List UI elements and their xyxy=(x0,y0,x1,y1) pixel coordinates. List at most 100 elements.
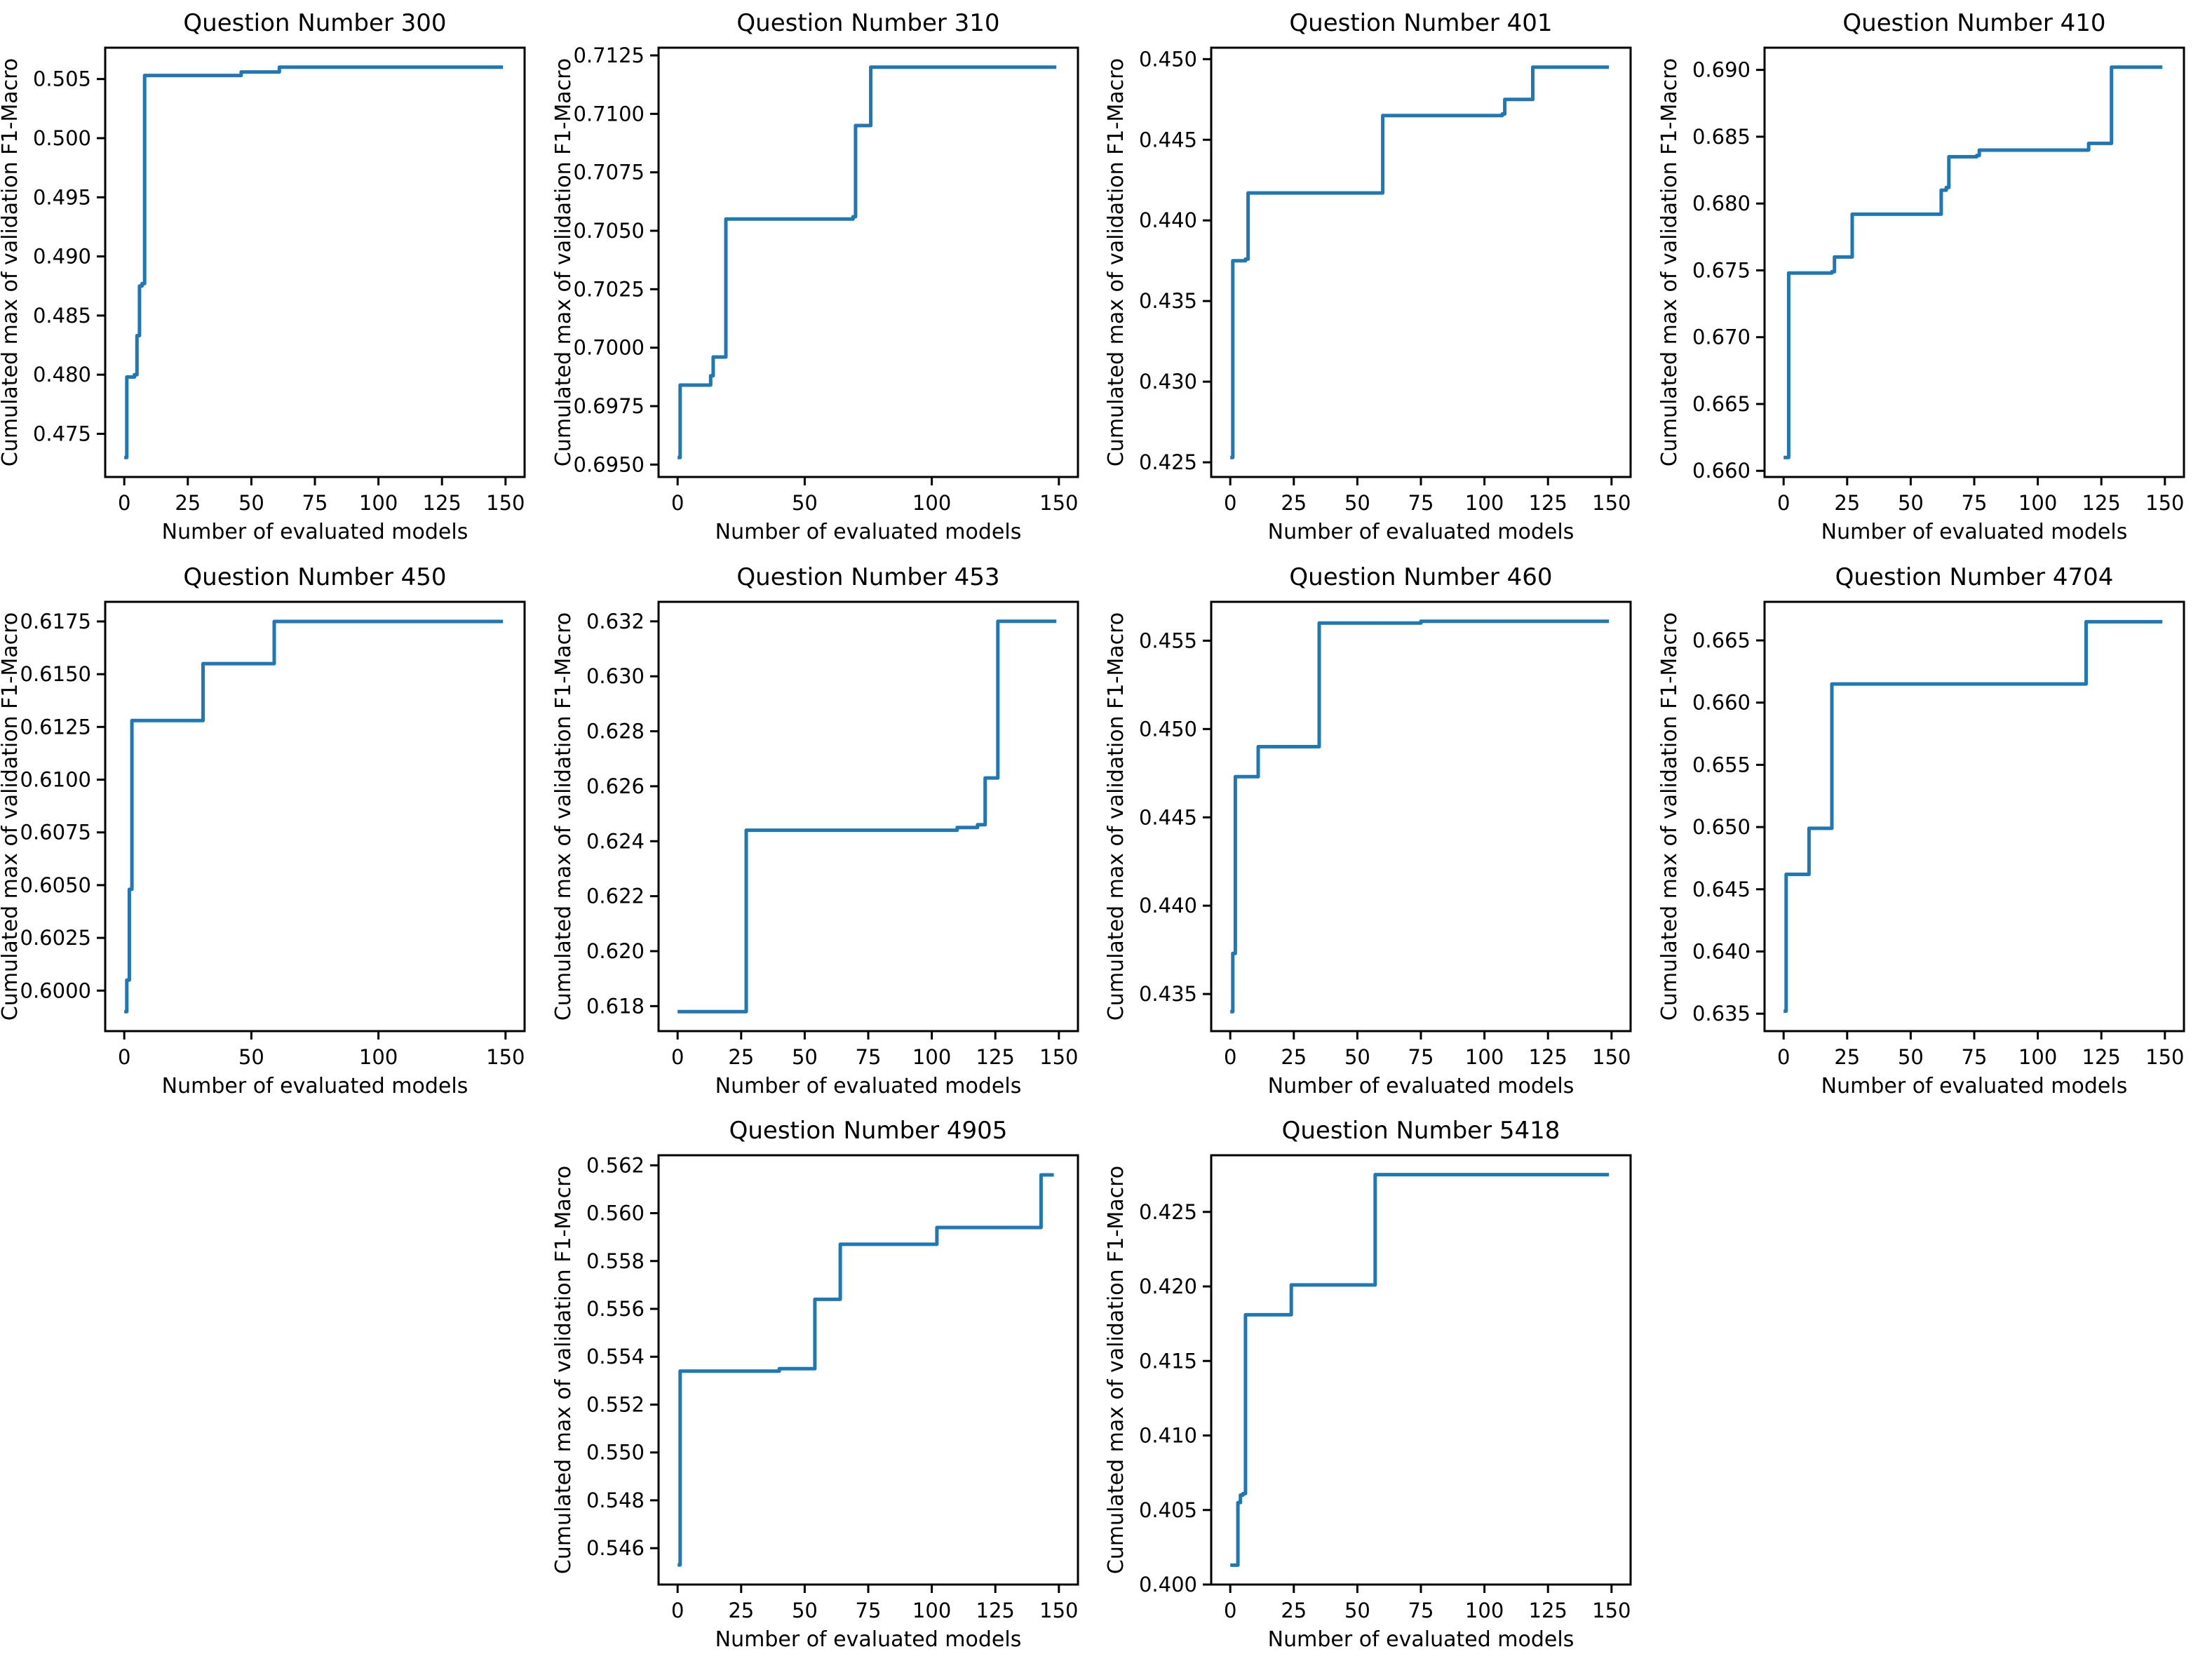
x-tick-label: 0 xyxy=(671,1045,684,1069)
x-axis-label: Number of evaluated models xyxy=(715,1627,1022,1652)
chart-title: Question Number 453 xyxy=(736,563,999,591)
y-tick-label: 0.680 xyxy=(1692,191,1751,215)
chart-q4704: Question Number 4704 0 25 50 75 100 125 150 0.63… xyxy=(1659,563,2185,1098)
x-tick-label: 100 xyxy=(912,1045,951,1069)
y-tick-label: 0.6100 xyxy=(20,768,91,792)
y-tick-label: 0.415 xyxy=(1139,1349,1197,1373)
chart-cell-q5418: Question Number 5418 0 25 50 75 100 125 150 0.40… xyxy=(1106,1108,1659,1661)
x-tick-label: 0 xyxy=(671,1599,684,1622)
chart-title: Question Number 410 xyxy=(1842,9,2105,37)
x-tick-label: 150 xyxy=(486,491,525,515)
chart-cell-q410: Question Number 410 0 25 50 75 100 125 150 0.660… xyxy=(1659,0,2212,553)
series-line xyxy=(1230,619,1610,1014)
y-tick-label: 0.6025 xyxy=(20,926,91,950)
chart-title: Question Number 450 xyxy=(183,563,446,591)
chart-q4905: Question Number 4905 0 25 50 75 100 125 150 0.54… xyxy=(553,1117,1079,1652)
series-line xyxy=(677,619,1057,1014)
chart-cell-q453: Question Number 453 0 25 50 75 100 125 150 0.618… xyxy=(553,554,1106,1108)
y-tick-label: 0.628 xyxy=(586,720,645,744)
x-tick-label: 125 xyxy=(1529,1045,1567,1069)
y-tick-label: 0.558 xyxy=(586,1249,645,1273)
x-tick-label: 75 xyxy=(1408,1045,1434,1069)
x-tick-label: 25 xyxy=(728,1599,754,1622)
x-tick-label: 150 xyxy=(1039,491,1078,515)
x-tick-label: 150 xyxy=(2145,1045,2184,1069)
x-tick-label: 75 xyxy=(302,491,328,515)
y-tick-label: 0.435 xyxy=(1139,982,1197,1006)
y-tick-label: 0.632 xyxy=(586,610,645,633)
axes-frame xyxy=(1210,600,1632,1033)
x-axis-label: Number of evaluated models xyxy=(1268,520,1574,544)
series-line xyxy=(677,1173,1054,1567)
x-tick-label: 125 xyxy=(1529,1599,1567,1622)
x-tick-label: 0 xyxy=(1224,1045,1236,1069)
x-tick-label: 75 xyxy=(1408,1599,1434,1622)
x-tick-label: 50 xyxy=(792,1599,818,1622)
y-tick-label: 0.6000 xyxy=(20,979,91,1002)
axes-frame xyxy=(657,46,1079,478)
y-tick-label: 0.7050 xyxy=(574,219,645,243)
x-axis-label: Number of evaluated models xyxy=(1268,1074,1574,1098)
x-tick-label: 100 xyxy=(912,491,951,515)
x-tick-label: 50 xyxy=(1344,1599,1370,1622)
y-tick-label: 0.560 xyxy=(586,1202,645,1225)
y-axis-label: Cumulated max of validation F1-Macro xyxy=(1659,58,1682,466)
y-tick-label: 0.7125 xyxy=(574,43,645,67)
x-tick-label: 25 xyxy=(728,1045,754,1069)
y-tick-label: 0.650 xyxy=(1692,815,1751,839)
x-tick-label: 0 xyxy=(1224,491,1236,515)
chart-cell-q310: Question Number 310 0 50 100 150 0.6950 0.6975… xyxy=(553,0,1106,553)
x-tick-label: 150 xyxy=(486,1045,525,1069)
y-tick-label: 0.400 xyxy=(1139,1573,1197,1596)
x-tick-label: 125 xyxy=(1529,491,1567,515)
x-tick-label: 75 xyxy=(1962,491,1988,515)
chart-q453: Question Number 453 0 25 50 75 100 125 150 0.618… xyxy=(553,563,1079,1098)
y-tick-label: 0.6975 xyxy=(574,394,645,418)
series-line xyxy=(124,619,504,1014)
chart-cell-q460: Question Number 460 0 25 50 75 100 125 150 0.435… xyxy=(1106,554,1659,1108)
x-tick-label: 25 xyxy=(1834,491,1860,515)
x-tick-label: 100 xyxy=(1465,1599,1504,1622)
x-tick-label: 75 xyxy=(1962,1045,1988,1069)
x-tick-label: 100 xyxy=(2018,491,2057,515)
x-axis-label: Number of evaluated models xyxy=(715,520,1022,544)
x-tick-label: 50 xyxy=(1344,491,1370,515)
x-tick-label: 25 xyxy=(1281,1599,1307,1622)
x-tick-label: 150 xyxy=(1592,1045,1631,1069)
y-tick-label: 0.7000 xyxy=(574,336,645,360)
x-tick-label: 25 xyxy=(1834,1045,1860,1069)
x-tick-label: 100 xyxy=(359,1045,398,1069)
y-tick-label: 0.505 xyxy=(33,67,91,91)
x-tick-label: 50 xyxy=(1898,1045,1924,1069)
series-line xyxy=(677,65,1057,459)
y-tick-label: 0.622 xyxy=(586,885,645,908)
chart-title: Question Number 401 xyxy=(1289,9,1552,37)
y-tick-label: 0.675 xyxy=(1692,258,1751,282)
x-tick-label: 0 xyxy=(118,1045,130,1069)
chart-q5418: Question Number 5418 0 25 50 75 100 125 150 0.40… xyxy=(1106,1117,1632,1652)
x-tick-label: 50 xyxy=(792,1045,818,1069)
x-tick-label: 125 xyxy=(2082,491,2121,515)
chart-title: Question Number 5418 xyxy=(1282,1117,1560,1145)
y-tick-label: 0.430 xyxy=(1139,370,1197,394)
x-tick-label: 125 xyxy=(976,1599,1015,1622)
chart-cell-q4704: Question Number 4704 0 25 50 75 100 125 150 0.63… xyxy=(1659,554,2212,1108)
chart-q460: Question Number 460 0 25 50 75 100 125 150 0.435… xyxy=(1106,563,1632,1098)
y-tick-label: 0.450 xyxy=(1139,717,1197,741)
y-tick-label: 0.440 xyxy=(1139,894,1197,917)
x-tick-label: 100 xyxy=(1465,1045,1504,1069)
y-tick-label: 0.410 xyxy=(1139,1424,1197,1448)
y-tick-label: 0.475 xyxy=(33,422,91,445)
axes-frame xyxy=(1210,46,1632,478)
x-tick-label: 75 xyxy=(1408,491,1434,515)
y-axis-label: Cumulated max of validation F1-Macro xyxy=(0,612,22,1021)
x-tick-label: 0 xyxy=(1224,1599,1236,1622)
y-tick-label: 0.552 xyxy=(586,1392,645,1416)
y-tick-label: 0.425 xyxy=(1139,1200,1197,1224)
y-tick-label: 0.655 xyxy=(1692,753,1751,776)
x-tick-label: 0 xyxy=(671,491,684,515)
x-tick-label: 150 xyxy=(1039,1045,1078,1069)
chart-cell-q4905: Question Number 4905 0 25 50 75 100 125 150 0.54… xyxy=(553,1108,1106,1661)
chart-title: Question Number 4905 xyxy=(729,1117,1008,1145)
x-axis-label: Number of evaluated models xyxy=(715,1074,1022,1098)
